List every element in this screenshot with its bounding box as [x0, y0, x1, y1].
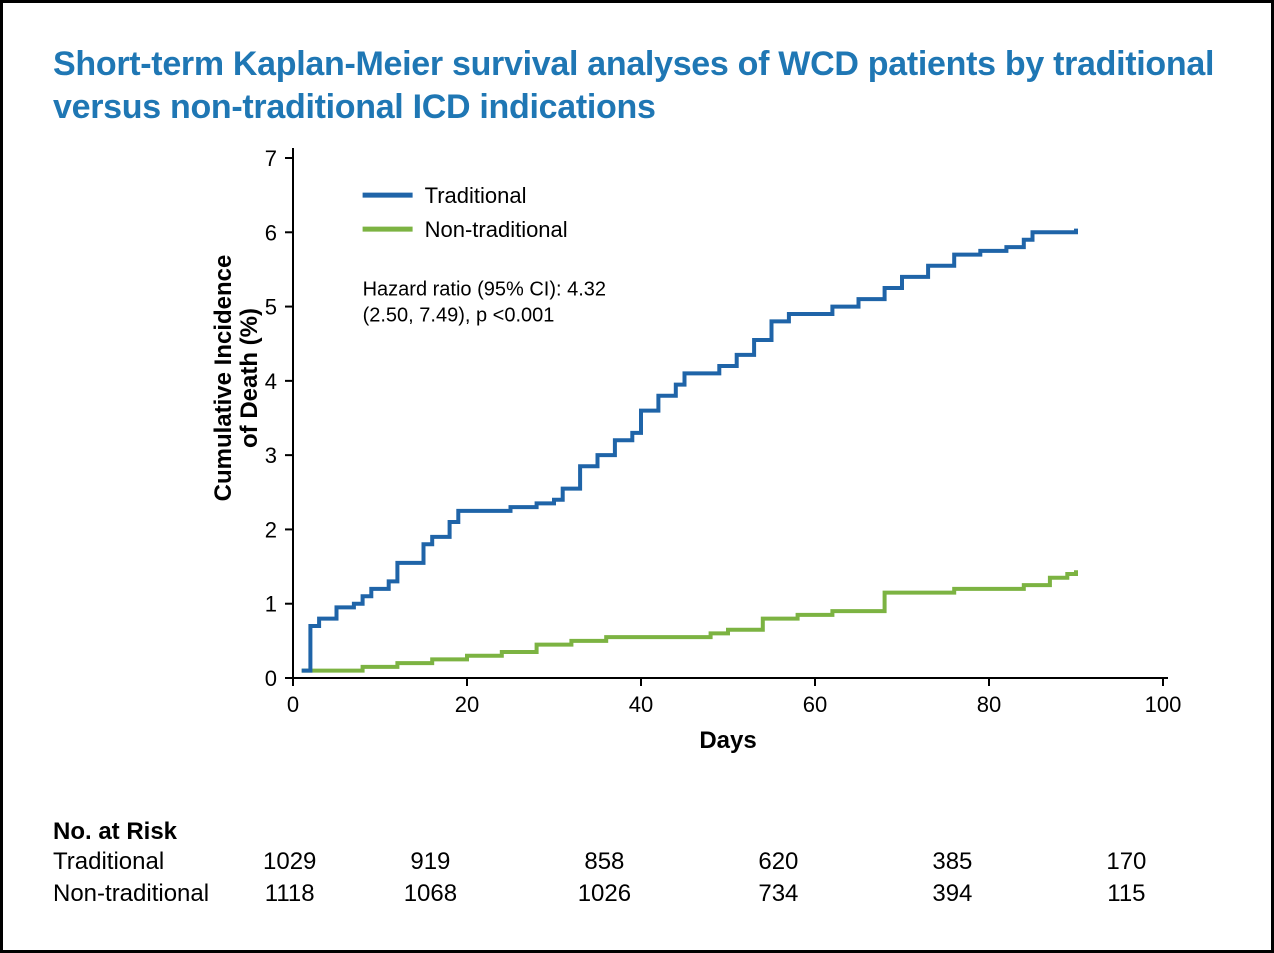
risk-table-cell: 115	[1012, 878, 1240, 910]
risk-table-cell: 919	[316, 846, 544, 878]
kaplan-meier-chart: 0 1 2 3 4 5 6 7 0 20 40 60 80 100 Days Cumulative Incid…	[203, 138, 1183, 758]
svg-text:0: 0	[287, 692, 299, 717]
risk-table-cell: 170	[1012, 846, 1240, 878]
hazard-ratio-line1: Hazard ratio (95% CI): 4.32	[363, 278, 606, 300]
chart-title: Short-term Kaplan-Meier survival analyse…	[53, 43, 1221, 128]
svg-text:Cumulative Incidence: Cumulative Incidence	[210, 255, 237, 502]
svg-text:20: 20	[455, 692, 479, 717]
svg-text:60: 60	[803, 692, 827, 717]
risk-table-row-label: Traditional	[53, 846, 263, 878]
svg-text:of Death (%): of Death (%)	[236, 308, 263, 448]
legend-label-nontraditional: Non-traditional	[425, 217, 568, 242]
svg-text:3: 3	[265, 443, 277, 468]
risk-table-cell: 394	[892, 878, 1012, 910]
svg-text:100: 100	[1145, 692, 1182, 717]
hazard-ratio-line2: (2.50, 7.49), p <0.001	[363, 304, 555, 326]
svg-text:1: 1	[265, 592, 277, 617]
svg-text:40: 40	[629, 692, 653, 717]
risk-table: No. at Risk Traditional10299198586203851…	[53, 818, 1240, 910]
svg-text:0: 0	[265, 666, 277, 691]
risk-table-header: No. at Risk	[53, 818, 1240, 846]
svg-text:2: 2	[265, 517, 277, 542]
series-nontraditional	[302, 570, 1076, 670]
risk-table-body: Traditional1029919858620385170Non-tradit…	[53, 846, 1240, 910]
risk-table-cell: 1026	[544, 878, 664, 910]
svg-text:6: 6	[265, 220, 277, 245]
svg-text:Days: Days	[699, 727, 756, 754]
svg-text:7: 7	[265, 146, 277, 171]
risk-table-cell: 734	[664, 878, 892, 910]
figure-frame: Short-term Kaplan-Meier survival analyse…	[0, 0, 1274, 953]
svg-text:4: 4	[265, 369, 277, 394]
risk-table-row: Traditional1029919858620385170	[53, 846, 1240, 878]
risk-table-cell: 1068	[316, 878, 544, 910]
risk-table-cell: 858	[544, 846, 664, 878]
chart-area: 0 1 2 3 4 5 6 7 0 20 40 60 80 100 Days Cumulative Incid…	[203, 138, 1221, 763]
legend-label-traditional: Traditional	[425, 183, 527, 208]
risk-table-cell: 620	[664, 846, 892, 878]
risk-table-cell: 385	[892, 846, 1012, 878]
svg-text:5: 5	[265, 295, 277, 320]
risk-table-row-label: Non-traditional	[53, 878, 263, 910]
svg-text:80: 80	[977, 692, 1001, 717]
risk-table-row: Non-traditional111810681026734394115	[53, 878, 1240, 910]
risk-table-cell: 1029	[263, 846, 316, 878]
risk-table-cell: 1118	[263, 878, 316, 910]
